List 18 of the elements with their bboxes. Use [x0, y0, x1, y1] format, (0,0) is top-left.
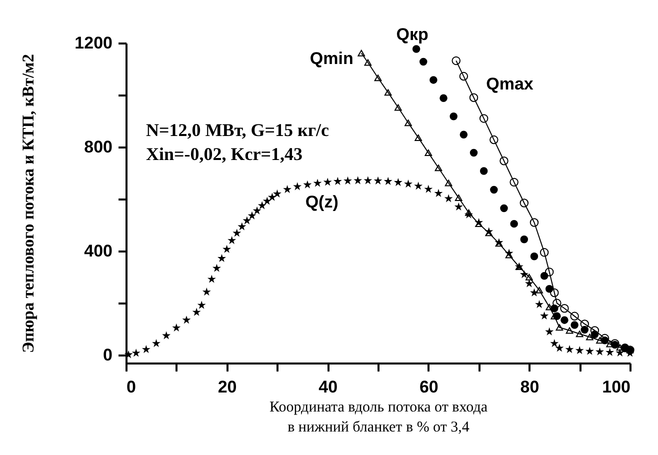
x-tick-label: 60	[419, 378, 438, 396]
y-tick-label: 400	[84, 242, 112, 261]
y-axis-title: Эпюра теплового потока и КТП, кВт/м2	[18, 54, 38, 354]
annotation: Xin=-0,02, Kcr=1,43	[146, 144, 302, 164]
x-axis-title: Координата вдоль потока от входа в нижний бланкет в % от 3,4	[269, 400, 488, 436]
y-tick-label: 0	[103, 346, 112, 365]
y-tick-label: 1200	[74, 34, 112, 52]
y-tick-label: 800	[84, 138, 112, 157]
x-tick-label: 20	[218, 378, 237, 396]
x-tick-label: 80	[520, 378, 540, 396]
x-tick-label: 100	[602, 378, 630, 396]
annotation: N=12,0 МВт, G=15 кг/с	[146, 120, 330, 140]
x-tick-label: 0	[126, 378, 136, 396]
series-label: Qкр	[396, 24, 428, 44]
series-label: Qmin	[310, 49, 354, 68]
x-tick-label: 40	[318, 378, 338, 396]
series-label: Q(z)	[305, 192, 338, 212]
series-label: Qmax	[486, 74, 534, 94]
